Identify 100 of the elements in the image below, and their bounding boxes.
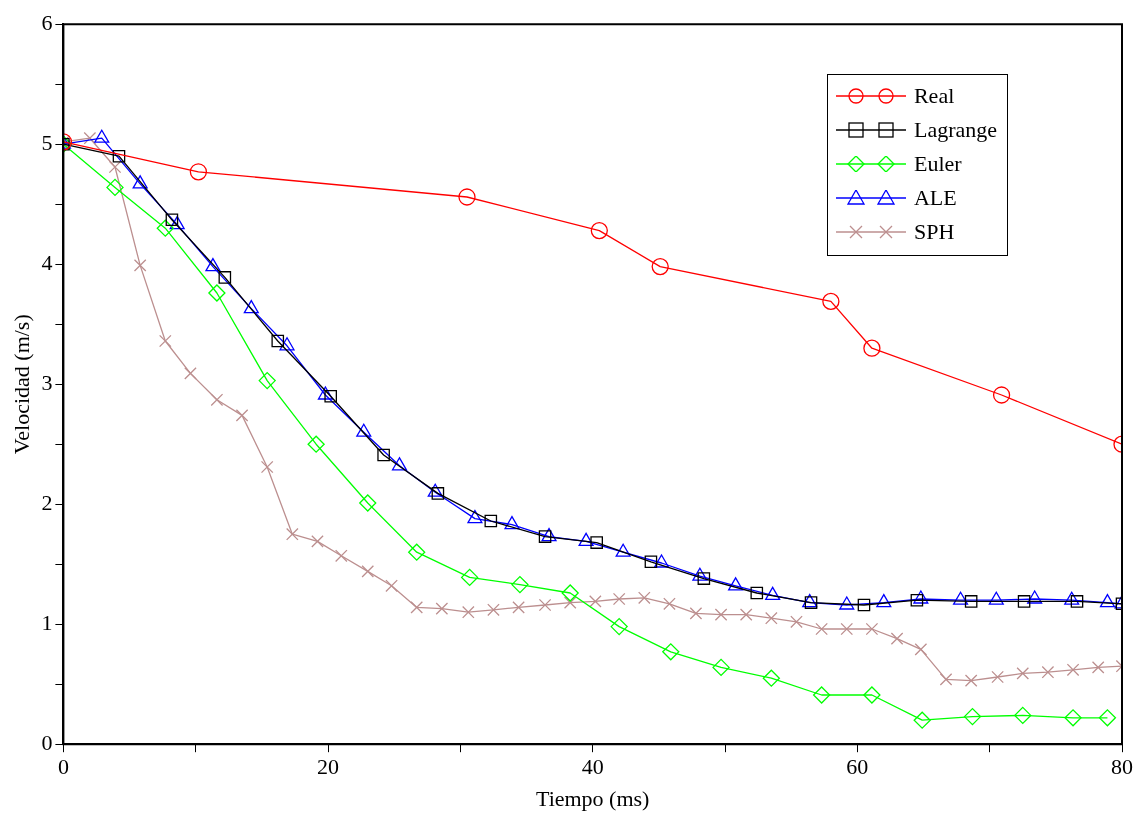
point [260, 460, 274, 474]
point [271, 334, 285, 348]
point [876, 593, 892, 608]
point [714, 608, 728, 621]
point [1064, 591, 1080, 605]
point [243, 299, 259, 314]
point [108, 160, 122, 174]
point [311, 535, 324, 548]
y-tick-label: 6 [41, 9, 53, 35]
y-tick-label: 2 [41, 489, 53, 515]
y-tick-label: 0 [41, 729, 53, 755]
point [512, 601, 525, 614]
point [952, 591, 969, 605]
point [1070, 595, 1084, 608]
point [286, 527, 299, 541]
x-tick-label: 0 [57, 754, 69, 780]
point [165, 213, 179, 227]
point [317, 386, 333, 400]
point [235, 409, 249, 422]
point [458, 188, 476, 206]
point [939, 673, 953, 686]
x-axis-title: Tiempo (ms) [535, 785, 650, 811]
point [538, 598, 552, 612]
point [106, 178, 124, 197]
point [1017, 595, 1031, 608]
point [133, 259, 147, 272]
x-tick-label: 60 [846, 754, 869, 780]
point [462, 605, 475, 619]
point [541, 527, 557, 542]
point [815, 622, 828, 636]
point [615, 543, 631, 557]
point [963, 707, 982, 726]
point [210, 393, 224, 407]
point [992, 386, 1011, 404]
point [1098, 709, 1117, 727]
point [865, 622, 879, 636]
point [208, 284, 226, 302]
point [1027, 590, 1043, 604]
point [408, 543, 426, 561]
point [857, 598, 871, 612]
point [391, 457, 408, 471]
point [1041, 665, 1055, 679]
y-tick-label: 5 [41, 129, 53, 155]
point [205, 257, 221, 272]
point [467, 509, 483, 524]
x-tick-label: 20 [317, 754, 340, 780]
point [790, 615, 803, 629]
point [653, 554, 670, 568]
legend-label: Real [913, 83, 955, 109]
point [359, 494, 377, 512]
point [739, 608, 753, 621]
point [863, 339, 881, 357]
point [839, 596, 855, 610]
point [638, 591, 651, 605]
point [279, 337, 295, 351]
point [484, 514, 498, 528]
point [112, 149, 126, 163]
point [644, 555, 658, 569]
y-tick-label: 1 [41, 609, 53, 635]
point [728, 577, 744, 591]
y-axis-title: Velocidad (m/s) [8, 314, 34, 455]
point [651, 257, 669, 276]
point [356, 423, 372, 437]
point [1064, 709, 1082, 727]
point [910, 593, 924, 607]
point [689, 607, 703, 620]
point [964, 595, 978, 608]
point [487, 603, 500, 617]
point [762, 669, 780, 687]
point [158, 334, 172, 348]
point [132, 175, 148, 189]
point [964, 674, 978, 687]
point [184, 367, 197, 380]
point [169, 215, 185, 230]
point [988, 591, 1004, 605]
point [460, 568, 479, 587]
point [712, 658, 730, 677]
point [750, 586, 764, 600]
point [218, 271, 232, 284]
point [435, 602, 449, 615]
point [1014, 706, 1032, 725]
legend-label: SPH [913, 219, 955, 245]
point [765, 611, 778, 625]
point [563, 596, 577, 609]
point [812, 686, 831, 704]
point [504, 515, 520, 530]
point [538, 530, 552, 543]
point [307, 435, 325, 453]
point [561, 584, 579, 602]
x-tick-label: 40 [581, 754, 604, 780]
point [590, 221, 608, 240]
point [189, 163, 208, 181]
y-tick-label: 3 [41, 369, 53, 395]
point [589, 595, 602, 608]
point [1066, 663, 1080, 677]
point [511, 575, 529, 594]
point [94, 129, 110, 143]
point [612, 592, 626, 606]
point [697, 572, 711, 585]
point [590, 536, 603, 549]
